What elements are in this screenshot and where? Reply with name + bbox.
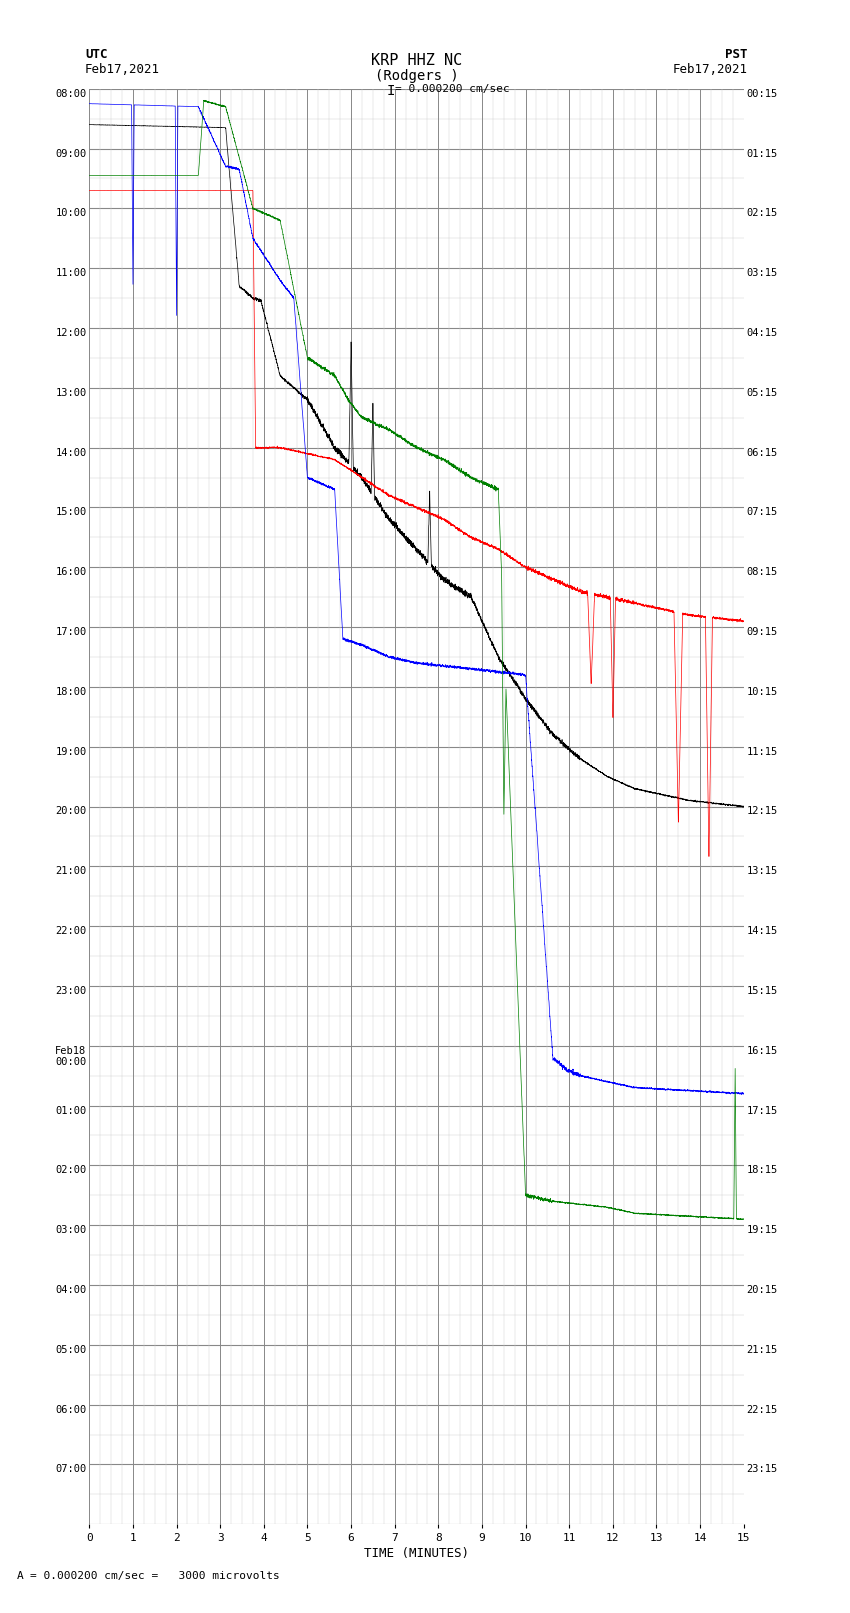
Text: A: A <box>17 1571 24 1581</box>
Text: Feb17,2021: Feb17,2021 <box>673 63 748 76</box>
Text: KRP HHZ NC: KRP HHZ NC <box>371 53 462 68</box>
Text: = 0.000200 cm/sec: = 0.000200 cm/sec <box>395 84 510 94</box>
Text: UTC: UTC <box>85 48 107 61</box>
X-axis label: TIME (MINUTES): TIME (MINUTES) <box>364 1547 469 1560</box>
Text: PST: PST <box>726 48 748 61</box>
Text: = 0.000200 cm/sec =   3000 microvolts: = 0.000200 cm/sec = 3000 microvolts <box>30 1571 280 1581</box>
Text: I: I <box>387 84 395 98</box>
Text: (Rodgers ): (Rodgers ) <box>375 69 458 84</box>
Text: Feb17,2021: Feb17,2021 <box>85 63 160 76</box>
